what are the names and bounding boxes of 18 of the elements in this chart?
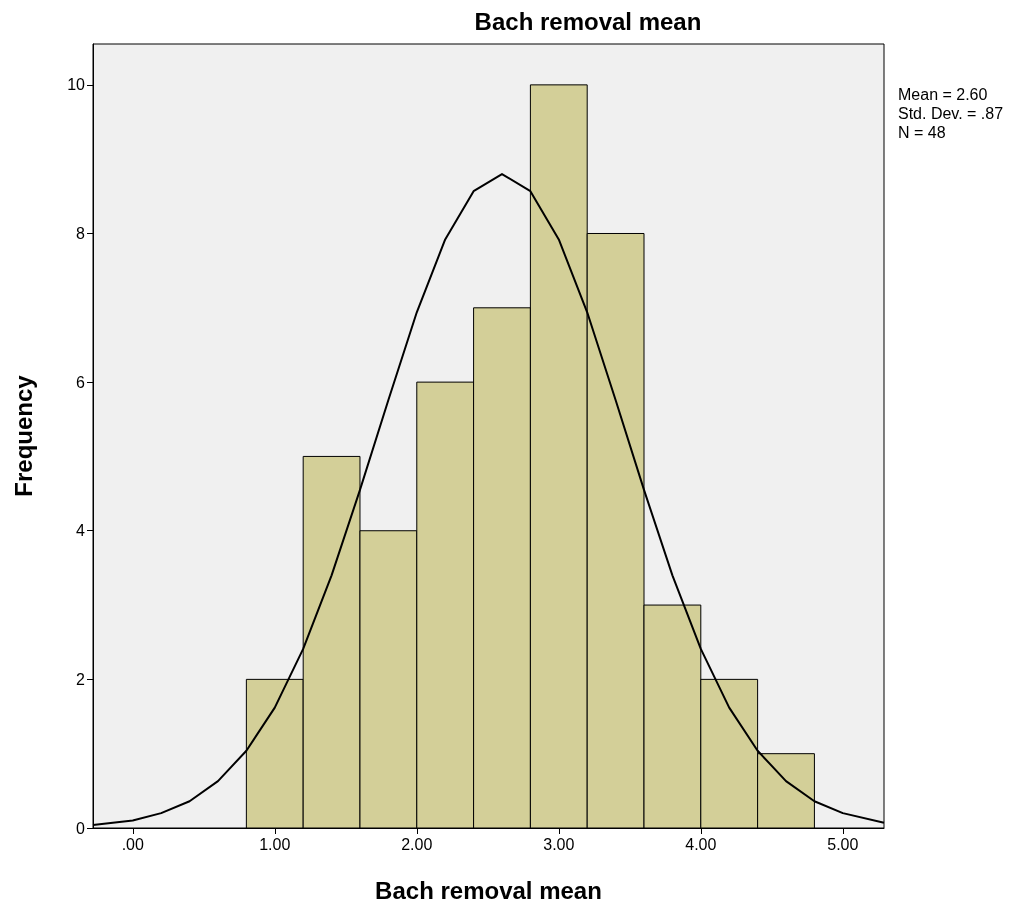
y-tick-label: 2	[76, 670, 86, 688]
y-tick-label: 4	[76, 522, 86, 540]
x-axis-title: Bach removal mean	[375, 876, 602, 904]
text: N = 48	[898, 123, 946, 141]
chart-title: Bach removal mean	[474, 7, 702, 35]
text: Mean = 2.60	[898, 85, 988, 103]
y-axis-title: Frequency	[9, 374, 37, 497]
y-tick-label: 8	[76, 225, 86, 242]
x-tick-label: 1.00	[259, 835, 291, 853]
x-tick-label: .00	[121, 835, 144, 853]
x-tick-label: 4.00	[685, 835, 717, 853]
text: Std. Dev. = .87	[898, 104, 1004, 122]
x-tick-label: 5.00	[827, 835, 859, 853]
y-tick-label: 0	[76, 819, 86, 837]
y-tick-label: 6	[76, 373, 86, 391]
x-tick-label: 2.00	[401, 835, 433, 853]
x-tick-label: 3.00	[543, 835, 575, 853]
y-tick-label: 10	[67, 76, 86, 94]
